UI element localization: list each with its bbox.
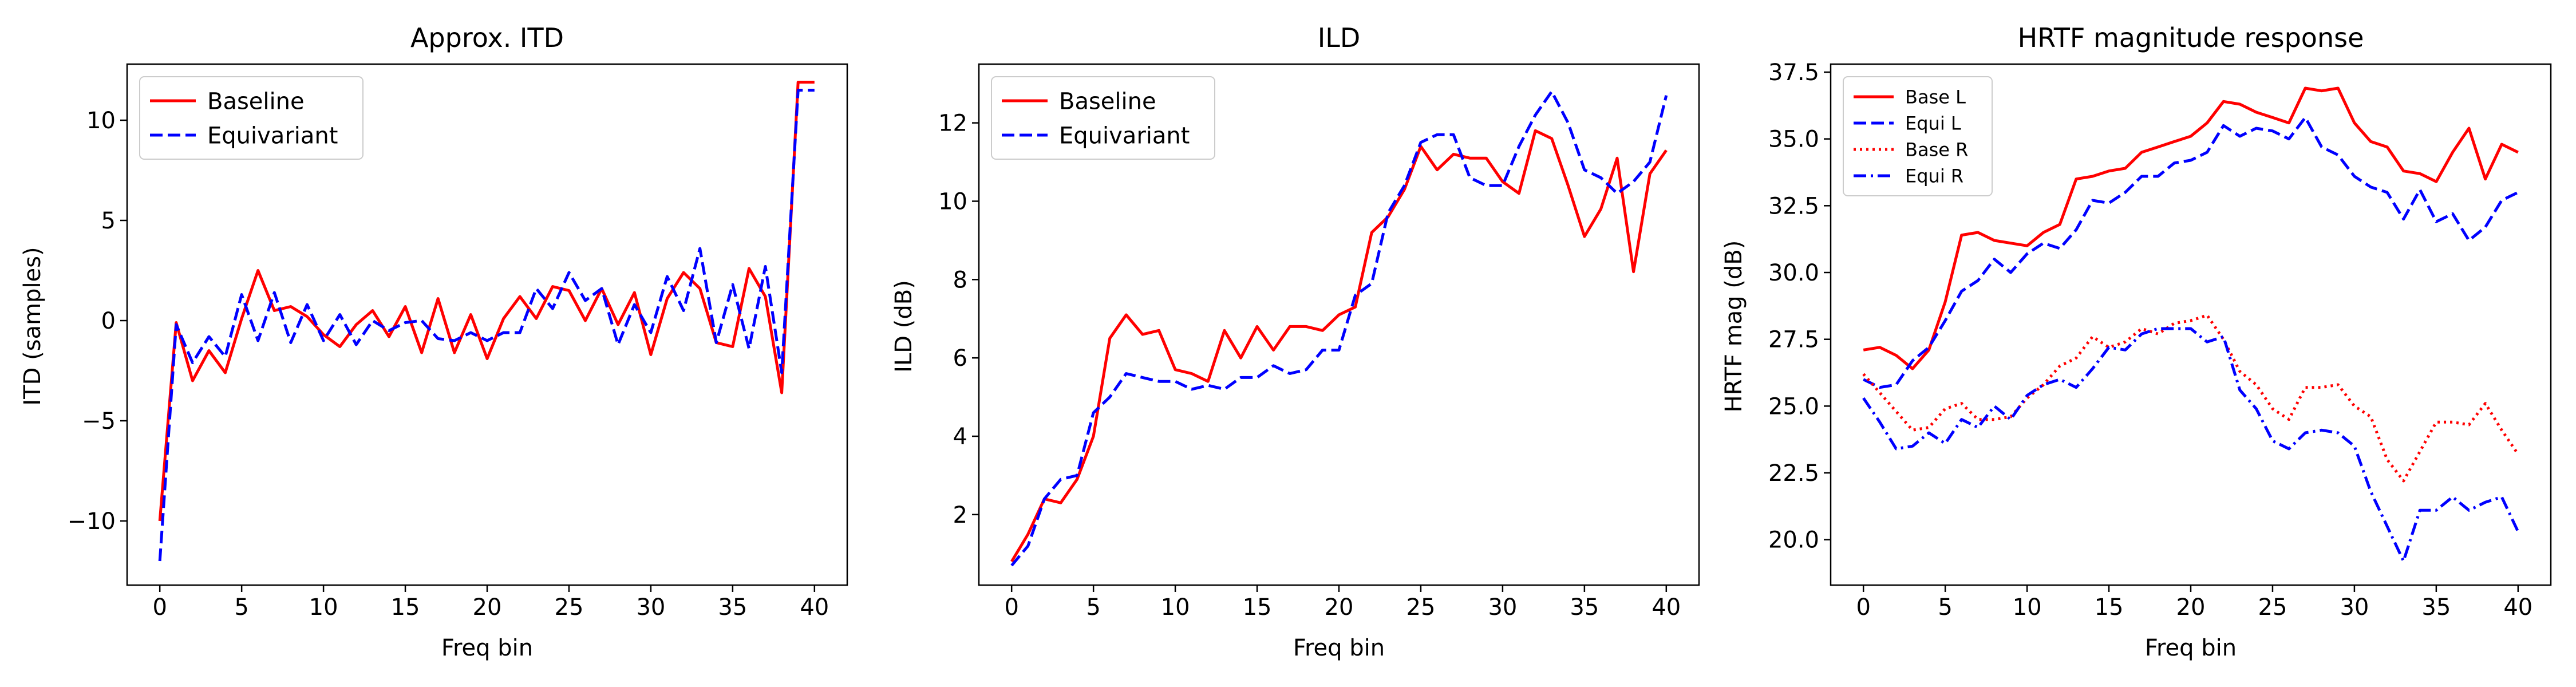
y-tick-label: 37.5 [1768,60,1819,86]
x-tick-label: 15 [391,594,420,621]
y-tick-label: 32.5 [1768,193,1819,219]
legend-label: Baseline [1059,88,1156,114]
legend-label: Equi R [1905,165,1963,187]
y-axis-label: ILD (dB) [891,280,917,373]
panel-itd: Approx. ITD ITD (samples) Freq bin 0 5 10 1… [19,22,848,661]
y-axis-label: HRTF mag (dB) [1721,240,1747,413]
x-axis-label: Freq bin [2145,635,2237,661]
x-tick-label: 10 [309,594,338,621]
y-tick-label: 10 [86,108,116,134]
x-tick-label: 30 [636,594,665,621]
legend-label: Equivariant [1059,123,1190,149]
x-tick-label: 0 [152,594,167,621]
legend: Base L Equi L Base R Equi R [1843,76,1993,196]
x-tick-label: 20 [1325,594,1354,621]
plot-area: 0 5 10 15 20 25 30 35 40 20.0 22.5 25.0 27.5 30.0 32.5… [1768,60,2552,621]
x-tick-label: 35 [2421,594,2451,621]
series-line-equi-l [1863,116,2519,389]
series-line-equivariant [158,89,815,562]
x-tick-label: 25 [1406,594,1436,621]
y-tick-label: 0 [101,308,116,334]
x-tick-label: 5 [1938,594,1952,621]
legend-label: Base L [1905,86,1966,108]
series-line-equivariant [1010,90,1668,567]
y-tick-label: 22.5 [1768,460,1819,487]
y-tick-label: 20.0 [1768,527,1819,554]
y-axis-label: ITD (samples) [19,247,46,405]
x-tick-label: 35 [1570,594,1599,621]
x-tick-label: 5 [1086,594,1100,621]
x-axis-label: Freq bin [441,635,533,661]
series-line-base-l [1863,86,2519,370]
y-tick-label: 4 [953,424,967,450]
y-tick-label: −5 [82,408,116,435]
panel-hrtf: HRTF magnitude response HRTF mag (dB) Fr… [1721,22,2552,661]
x-tick-label: 20 [2176,594,2206,621]
panel-title: HRTF magnitude response [2018,22,2364,53]
x-tick-label: 5 [234,594,248,621]
plot-area: 0 5 10 15 20 25 30 35 40 2 4 6 8 10 12 Baseline Equivari… [938,63,1700,621]
y-tick-label: 27.5 [1768,327,1819,353]
y-tick-label: 6 [953,345,967,372]
x-tick-label: 40 [2503,594,2532,621]
y-tick-label: 5 [101,208,116,234]
legend-label: Baseline [207,88,305,114]
x-tick-label: 35 [718,594,747,621]
x-tick-label: 20 [473,594,502,621]
y-tick-label: −10 [68,508,116,535]
y-tick-label: 30.0 [1768,260,1819,286]
x-tick-label: 40 [1652,594,1681,621]
x-tick-label: 25 [2258,594,2287,621]
x-tick-label: 0 [1004,594,1018,621]
y-tick-label: 2 [953,502,967,528]
series-line-baseline [158,81,815,522]
legend: Baseline Equivariant [139,76,364,160]
x-tick-label: 30 [2340,594,2369,621]
x-tick-label: 25 [555,594,584,621]
x-axis-label: Freq bin [1293,635,1385,661]
x-tick-label: 40 [800,594,829,621]
y-tick-label: 10 [938,188,967,215]
series-line-baseline [1010,129,1668,563]
y-tick-label: 8 [953,267,967,293]
legend: Baseline Equivariant [991,76,1215,160]
legend-label: Equivariant [207,123,338,149]
series-line-base-r [1862,314,2519,483]
x-tick-label: 15 [1243,594,1272,621]
panel-title: Approx. ITD [410,22,564,53]
y-tick-label: 12 [938,110,967,137]
x-tick-label: 30 [1488,594,1517,621]
x-tick-label: 10 [1161,594,1190,621]
panel-ild: ILD ILD (dB) Freq bin 0 5 10 15 20 25 30 35 40 2 4… [891,22,1700,661]
legend-label: Base R [1905,139,1968,161]
legend-box [139,76,364,160]
legend-box [991,76,1215,160]
x-tick-label: 10 [2013,594,2042,621]
x-tick-label: 15 [2095,594,2124,621]
panel-title: ILD [1318,22,1361,53]
y-tick-label: 35.0 [1768,127,1819,153]
y-tick-label: 25.0 [1768,393,1819,420]
plot-area: 0 5 10 15 20 25 30 35 40 −10 −5 0 5 10 Baseline Equivar… [68,63,848,621]
legend-label: Equi L [1905,113,1961,135]
legend-box [1843,76,1993,196]
x-tick-label: 0 [1856,594,1870,621]
series-line-equi-r [1862,327,2520,563]
